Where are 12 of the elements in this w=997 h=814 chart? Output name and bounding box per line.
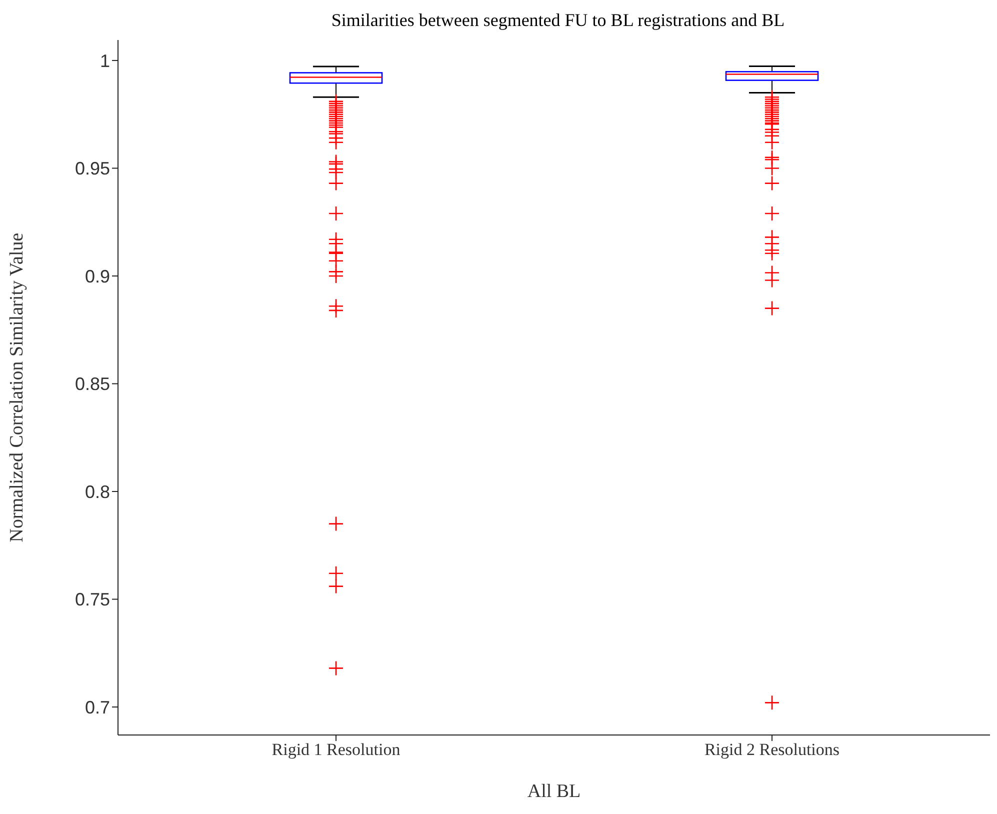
x-tick-label: Rigid 1 Resolution: [272, 740, 401, 760]
x-tick-label: Rigid 2 Resolutions: [704, 740, 840, 760]
y-tick-label: 0.8: [84, 482, 110, 502]
y-tick-label: 1: [100, 50, 110, 71]
y-axis-title: Normalized Correlation Similarity Value: [6, 232, 28, 542]
x-axis-title: All BL: [527, 781, 581, 802]
chart-title: Similarities between segmented FU to BL registrations and BL: [330, 10, 786, 31]
y-tick-label: 0.75: [74, 590, 110, 610]
y-tick-label: 0.95: [74, 158, 110, 179]
y-tick-label: 0.7: [84, 697, 110, 718]
y-tick-label: 0.9: [84, 266, 110, 286]
y-tick-label: 0.85: [74, 374, 110, 394]
